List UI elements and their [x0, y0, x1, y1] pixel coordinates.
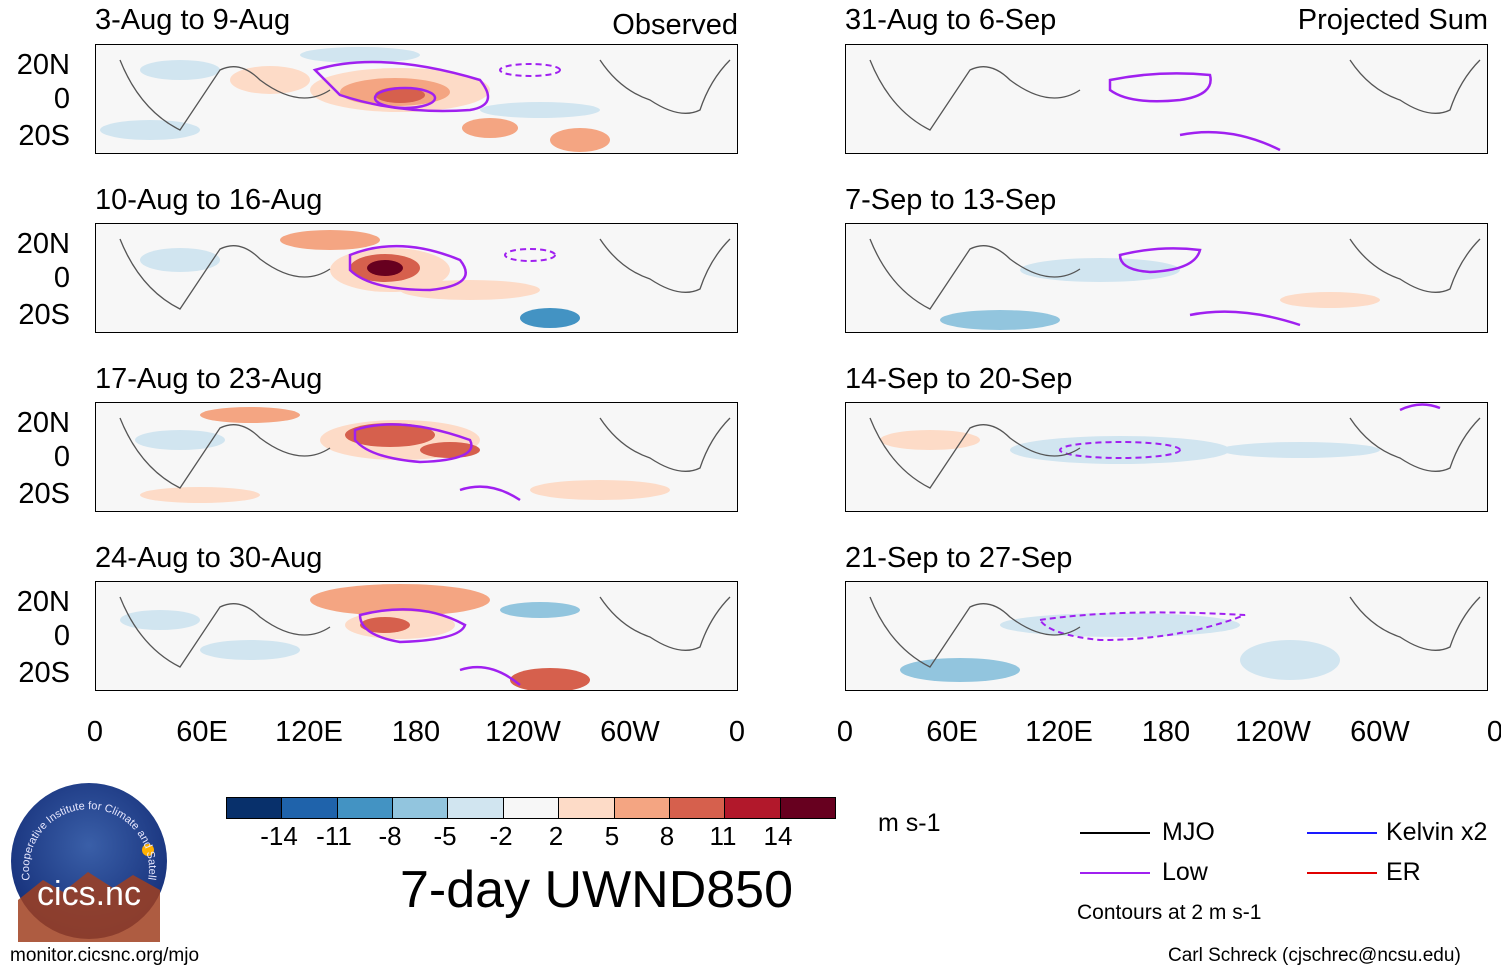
colorbar-swatch [613, 798, 669, 818]
legend-line-low [1080, 872, 1150, 874]
legend-line-er [1307, 872, 1377, 874]
panel-title: 24-Aug to 30-Aug [95, 542, 323, 574]
lon-label: 60E [926, 716, 978, 748]
colorbar-tick: -2 [489, 821, 513, 851]
lon-label: 60W [600, 716, 660, 748]
map-frame [95, 223, 738, 333]
colorbar-tick: -14 [260, 821, 298, 851]
colorbar-unit: m s-1 [878, 809, 941, 837]
lon-label: 120W [485, 716, 561, 748]
lon-label: 0 [728, 716, 746, 748]
lat-label-20s: 20S [18, 299, 70, 331]
lat-label-0: 0 [53, 83, 70, 115]
main-title: 7-day UWND850 [400, 861, 794, 919]
map-panel [845, 402, 1488, 512]
lon-label: 0 [1486, 716, 1501, 748]
map-panel [845, 44, 1488, 154]
lat-label-20n: 20N [16, 586, 70, 618]
map-frame [95, 402, 738, 512]
panel-title: 3-Aug to 9-Aug [95, 4, 291, 36]
map-frame [95, 44, 738, 154]
panel-title: 17-Aug to 23-Aug [95, 363, 323, 395]
legend-line-mjo [1080, 832, 1150, 834]
panel-title: 31-Aug to 6-Sep [845, 4, 1057, 36]
lat-label-20n: 20N [16, 228, 70, 260]
footer-website[interactable]: monitor.cicsnc.org/mjo [10, 945, 200, 966]
lat-label-20n: 20N [16, 49, 70, 81]
lon-label: 120E [275, 716, 343, 748]
footer-credit: Carl Schreck (cjschrec@ncsu.edu) [1168, 945, 1461, 966]
legend-label-er: ER [1386, 858, 1421, 886]
legend-label-low: Low [1162, 858, 1208, 886]
colorbar-swatch [281, 798, 337, 818]
cics-nc-logo: Cooperative Institute for Climate and Sa… [8, 780, 167, 942]
panel-title: 14-Sep to 20-Sep [845, 363, 1073, 395]
lat-label-20n: 20N [16, 407, 70, 439]
lon-label: 120E [1025, 716, 1093, 748]
colorbar-swatch [336, 798, 393, 818]
legend-note: Contours at 2 m s-1 [1077, 901, 1262, 924]
lon-label: 60W [1350, 716, 1410, 748]
lat-label-0: 0 [53, 441, 70, 473]
lat-label-20s: 20S [18, 120, 70, 152]
map-frame [95, 581, 738, 691]
lat-label-0: 0 [53, 262, 70, 294]
lat-label-0: 0 [53, 620, 70, 652]
lon-label: 60E [176, 716, 228, 748]
colorbar-tick: -11 [316, 821, 352, 851]
colorbar-tick: 8 [659, 821, 675, 851]
colorbar-tick: -5 [433, 821, 457, 851]
lon-label: 180 [391, 716, 441, 748]
legend-label-kelvin: Kelvin x2 [1386, 818, 1488, 846]
colorbar-swatch [779, 798, 835, 818]
colorbar-swatch [227, 798, 282, 818]
colorbar-tick: 5 [604, 821, 620, 851]
colorbar-swatch [392, 798, 448, 818]
colorbar-swatch [558, 798, 614, 818]
colorbar-swatch [447, 798, 503, 818]
lon-label: 0 [836, 716, 854, 748]
legend-line-kelvin [1307, 832, 1377, 834]
colorbar [226, 797, 836, 819]
panel-title: 21-Sep to 27-Sep [845, 542, 1073, 574]
logo-name: cics.nc [37, 875, 141, 913]
colorbar-swatch [724, 798, 780, 818]
observed-label: Observed [612, 9, 738, 41]
lon-label: 120W [1235, 716, 1311, 748]
lon-label: 0 [86, 716, 104, 748]
lon-label: 180 [1141, 716, 1191, 748]
colorbar-swatch [502, 798, 559, 818]
colorbar-tick: 11 [709, 821, 737, 851]
legend-label-mjo: MJO [1162, 818, 1215, 846]
map-panel [845, 223, 1488, 333]
panel-title: 10-Aug to 16-Aug [95, 184, 323, 216]
lat-label-20s: 20S [18, 657, 70, 689]
lat-label-20s: 20S [18, 478, 70, 510]
panel-title: 7-Sep to 13-Sep [845, 184, 1057, 216]
colorbar-tick: 2 [548, 821, 564, 851]
colorbar-tick: 14 [763, 821, 793, 851]
map-panel [845, 581, 1488, 691]
projected-sum-label: Projected Sum [1297, 4, 1488, 36]
colorbar-tick: -8 [378, 821, 402, 851]
colorbar-swatch [668, 798, 725, 818]
